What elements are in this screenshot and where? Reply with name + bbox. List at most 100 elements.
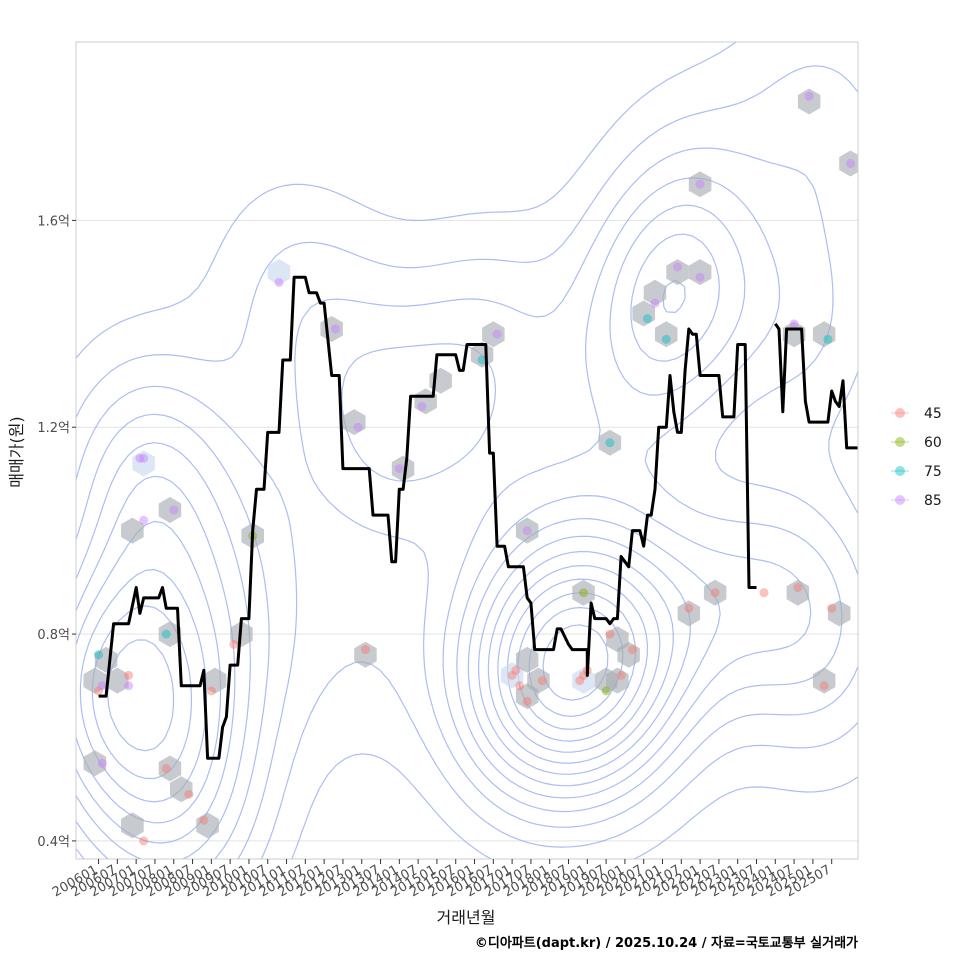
hexbin-cell [617, 641, 640, 668]
scatter-point [522, 696, 532, 706]
y-axis-title: 매매가(원) [7, 416, 26, 487]
scatter-point [673, 262, 683, 272]
hexbin-cell [839, 150, 858, 177]
legend-label: 75 [924, 464, 942, 480]
scatter-point [169, 505, 179, 515]
hexbin-cell [812, 321, 836, 348]
hexbin-cell [132, 450, 155, 477]
scatter-point [804, 91, 814, 101]
hexbin-cell [812, 667, 836, 694]
density-contours [76, 42, 858, 859]
scatter-point [759, 588, 769, 598]
scatter-point [161, 764, 171, 774]
scatter-point [515, 681, 525, 691]
hexbin-cell [515, 646, 539, 673]
scatter-point [511, 665, 521, 675]
scatter-point [695, 179, 705, 189]
hexbin-cell [391, 455, 415, 482]
hexbin-cell [643, 279, 667, 306]
hexbin-cell [121, 812, 144, 839]
hexbin-cell [267, 259, 291, 286]
scatter-points [94, 91, 855, 846]
hexbin-cell [170, 776, 193, 803]
hexbin-cell [121, 517, 144, 544]
hexbin-cell [677, 600, 701, 627]
scatter-point [139, 453, 149, 463]
scatter-point [642, 314, 652, 324]
hexbin-cell [203, 667, 227, 694]
caption: ©디아파트(dapt.kr) / 2025.10.24 / 자료=국토교통부 실… [475, 935, 858, 951]
scatter-point [650, 298, 660, 308]
scatter-point [575, 676, 585, 686]
hexbin-cell [606, 667, 629, 694]
scatter-point [124, 670, 134, 680]
hexbin-cell [515, 517, 539, 544]
scatter-point [507, 670, 517, 680]
scatter-point [845, 159, 855, 169]
hexbin-cell [482, 321, 505, 348]
legend-key-point [895, 437, 905, 447]
average-price-line [98, 275, 858, 760]
hexbin-cell [515, 683, 539, 710]
scatter-point [819, 681, 829, 691]
legend-label: 45 [924, 406, 942, 422]
y-tick-label: 0.4억 [37, 835, 70, 850]
scatter-point [695, 272, 705, 282]
scatter-point [477, 355, 487, 365]
scatter-point [827, 603, 837, 613]
scatter-point [789, 319, 799, 329]
hexbin-cell [655, 321, 678, 348]
contour-line [76, 233, 721, 844]
scatter-point [229, 639, 239, 649]
scatter-point [97, 681, 107, 691]
scatter-point [124, 681, 134, 691]
hexbin-cell [666, 259, 689, 286]
scatter-point [206, 686, 216, 696]
contour-line [76, 42, 858, 859]
hexbin-cell [827, 600, 851, 627]
scatter-point [601, 686, 611, 696]
scatter-point [139, 515, 149, 525]
hexbin-cell [343, 409, 366, 436]
scatter-point [605, 629, 615, 639]
scatter-point [135, 453, 145, 463]
legend-label: 60 [924, 435, 942, 451]
average-price-line-segment-1 [98, 275, 757, 760]
hexbin-cell [83, 667, 107, 694]
average-price-line-segment-2 [774, 322, 858, 450]
hexbin-cell [500, 662, 524, 689]
hexbin-cell [703, 579, 727, 606]
plot-panel-border [75, 41, 859, 860]
scatter-point [522, 526, 532, 536]
scatter-point [97, 758, 107, 768]
x-axis-title: 거래년월 [437, 908, 496, 927]
legend-label: 85 [924, 493, 942, 509]
scatter-point [710, 588, 720, 598]
scatter-point [161, 629, 171, 639]
contour-line [76, 65, 858, 859]
scatter-point [823, 334, 833, 344]
scatter-point [605, 438, 615, 448]
scatter-point [417, 402, 427, 412]
contour-line [76, 147, 858, 859]
y-axis: 0.4억 0.8억 1.2억 1.6억 [37, 214, 76, 850]
hexbin-cell [83, 750, 107, 777]
hexbin-cell [786, 579, 810, 606]
scatter-point [616, 670, 626, 680]
scatter-point [492, 329, 502, 339]
hexbins [83, 88, 858, 839]
hexbin-cell [572, 667, 595, 694]
legend-key-point [895, 408, 905, 418]
hexbin-cell [797, 88, 821, 115]
scatter-point [94, 686, 104, 696]
hexbin-cell [632, 300, 655, 327]
hexbin-cell [158, 497, 182, 523]
scatter-point [684, 603, 694, 613]
scatter-point [274, 277, 284, 287]
hexbin-cell [158, 621, 182, 648]
scatter-point [184, 789, 194, 799]
scatter-point [661, 334, 671, 344]
scatter-point [394, 464, 404, 474]
